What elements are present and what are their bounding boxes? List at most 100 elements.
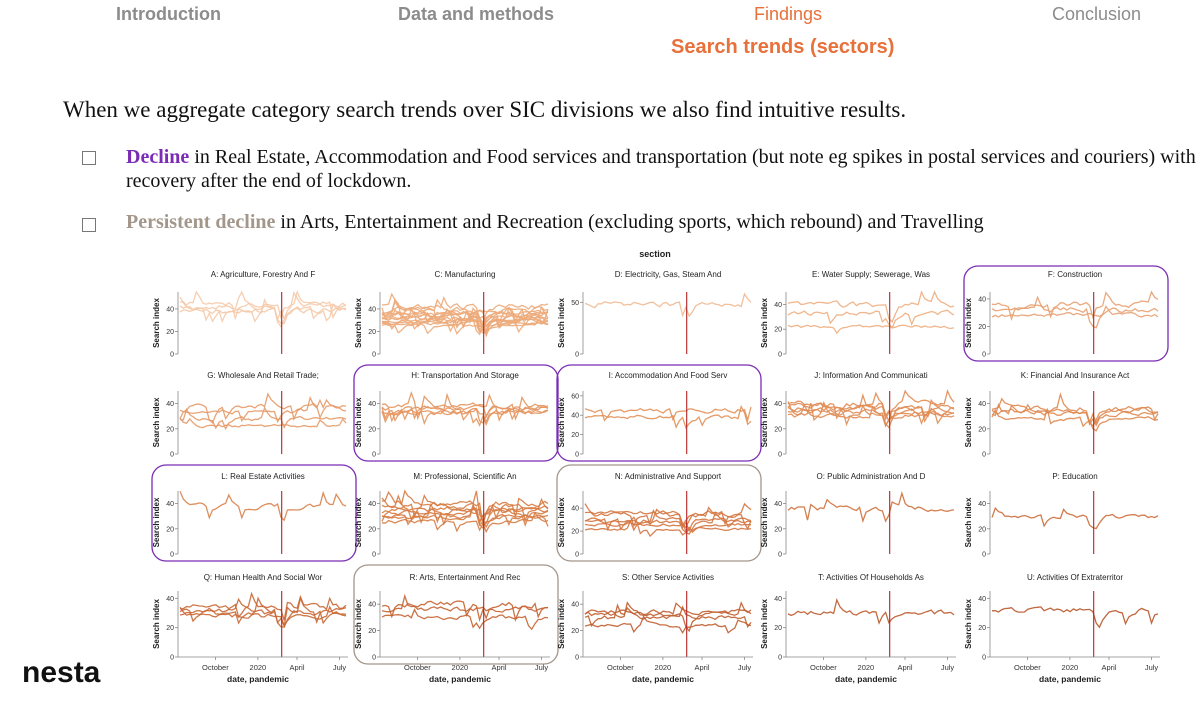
y-axis-label: Search index xyxy=(964,298,973,348)
series-line xyxy=(381,505,549,529)
y-tick-label: 0 xyxy=(982,655,986,662)
series-line xyxy=(381,390,549,421)
nav-conclusion[interactable]: Conclusion xyxy=(1052,4,1142,24)
y-axis-label: Search index xyxy=(760,599,769,649)
y-tick-label: 0 xyxy=(778,552,782,559)
panel-title: D: Electricity, Gas, Steam And xyxy=(615,270,722,279)
facet-header: section xyxy=(639,249,671,259)
series-line xyxy=(991,606,1159,629)
y-axis-label: Search index xyxy=(354,397,363,447)
series-line xyxy=(381,511,549,534)
series-line xyxy=(584,503,752,531)
series-line xyxy=(179,392,347,425)
y-tick-label: 0 xyxy=(982,352,986,359)
y-axis-label: Search index xyxy=(557,599,566,649)
panel-f: F: Construction 0 20 40 Search index xyxy=(963,265,1169,362)
series-line xyxy=(787,598,955,625)
y-tick-label: 0 xyxy=(170,352,174,359)
series-line xyxy=(787,400,955,427)
panel-title: A: Agriculture, Forestry And F xyxy=(211,270,316,279)
y-tick-label: 40 xyxy=(774,596,782,603)
y-tick-label: 0 xyxy=(778,655,782,662)
panel-title: U: Activities Of Extraterritor xyxy=(1027,573,1123,582)
y-tick-label: 0 xyxy=(170,452,174,459)
y-tick-label: 20 xyxy=(774,426,782,433)
y-axis-label: Search index xyxy=(354,497,363,547)
panel-r: R: Arts, Entertainment And Rec 0 20 40 Searc… xyxy=(353,564,559,684)
x-axis-label: date, pandemic xyxy=(835,674,897,684)
y-tick-label: 40 xyxy=(166,306,174,313)
panel-title: H: Transportation And Storage xyxy=(411,371,519,380)
y-tick-label: 0 xyxy=(778,352,782,359)
y-tick-label: 0 xyxy=(575,655,579,662)
series-line xyxy=(381,494,549,525)
y-axis-label: Search index xyxy=(152,397,161,447)
panel-title: N: Administrative And Support xyxy=(615,472,722,481)
series-line xyxy=(584,602,752,616)
series-line xyxy=(381,490,549,523)
y-tick-label: 40 xyxy=(774,501,782,508)
y-tick-label: 60 xyxy=(571,393,579,400)
y-axis-label: Search index xyxy=(760,298,769,348)
top-navigation: Introduction Data and methods Findings C… xyxy=(0,4,1200,28)
x-tick-label: April xyxy=(897,663,912,672)
series-line xyxy=(584,516,752,538)
panel-title: C: Manufacturing xyxy=(435,270,496,279)
y-tick-label: 0 xyxy=(372,352,376,359)
series-line xyxy=(991,392,1159,425)
x-tick-label: 2020 xyxy=(858,663,875,672)
x-tick-label: July xyxy=(1145,663,1159,672)
y-tick-label: 0 xyxy=(778,452,782,459)
y-tick-label: 40 xyxy=(368,306,376,313)
panel-e: E: Water Supply; Sewerage, Was 0 20 40 Searc… xyxy=(760,270,955,359)
series-line xyxy=(381,298,549,325)
nav-introduction[interactable]: Introduction xyxy=(116,4,221,24)
panel-title: T: Activities Of Households As xyxy=(818,573,924,582)
y-tick-label: 40 xyxy=(978,596,986,603)
y-tick-label: 20 xyxy=(166,329,174,336)
series-line xyxy=(179,406,347,431)
series-line xyxy=(584,404,752,430)
y-axis-label: Search index xyxy=(354,599,363,649)
y-axis-label: Search index xyxy=(760,497,769,547)
series-line xyxy=(584,502,752,529)
y-tick-label: 40 xyxy=(166,401,174,408)
y-tick-label: 40 xyxy=(166,596,174,603)
nav-findings[interactable]: Findings xyxy=(754,4,823,24)
x-tick-label: July xyxy=(535,663,549,672)
series-line xyxy=(179,417,347,429)
panel-g: G: Wholesale And Retail Trade; 0 20 40 Searc… xyxy=(152,371,347,459)
series-line xyxy=(382,313,549,336)
panel-title: O: Public Administration And D xyxy=(817,472,926,481)
y-tick-label: 0 xyxy=(372,655,376,662)
y-axis-label: Search index xyxy=(152,599,161,649)
panel-j: J: Information And Communicati 0 20 40 Searc… xyxy=(760,371,955,459)
x-axis-label: date, pandemic xyxy=(632,674,694,684)
y-tick-label: 40 xyxy=(571,602,579,609)
series-line xyxy=(584,511,752,535)
y-tick-label: 20 xyxy=(978,625,986,632)
panel-c: C: Manufacturing 0 20 40 Search index xyxy=(354,270,549,359)
series-line xyxy=(381,503,549,528)
y-tick-label: 20 xyxy=(368,526,376,533)
keyword-persistent-decline: Persistent decline xyxy=(126,211,276,233)
series-line xyxy=(584,615,752,634)
series-line xyxy=(991,506,1159,530)
series-line xyxy=(179,290,347,321)
y-axis-label: Search index xyxy=(152,497,161,547)
series-line xyxy=(787,491,955,524)
series-line xyxy=(381,608,549,631)
series-line xyxy=(991,295,1159,329)
series-line xyxy=(381,318,549,337)
y-tick-label: 0 xyxy=(170,655,174,662)
x-tick-label: July xyxy=(941,663,955,672)
highlight-box xyxy=(353,364,559,462)
bullet-decline: Decline in Real Estate, Accommodation an… xyxy=(126,145,1198,193)
series-line xyxy=(179,490,347,522)
y-tick-label: 40 xyxy=(368,401,376,408)
nav-data-and-methods[interactable]: Data and methods xyxy=(398,4,555,24)
y-tick-label: 40 xyxy=(978,401,986,408)
panel-p: P: Education 0 20 40 Search index xyxy=(964,472,1159,559)
x-tick-label: July xyxy=(738,663,752,672)
series-line xyxy=(787,393,954,423)
